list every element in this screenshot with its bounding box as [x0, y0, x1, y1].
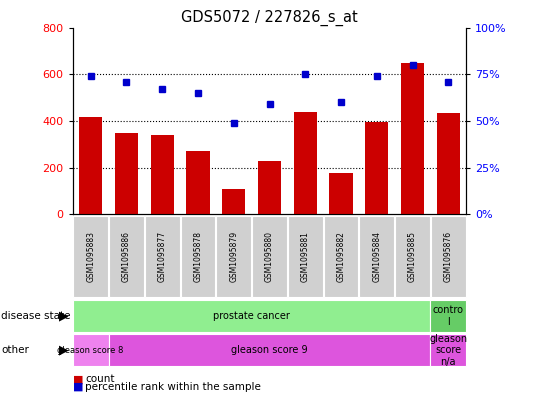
Bar	[79, 118, 102, 214]
Bar	[222, 189, 245, 214]
Bar	[150, 135, 174, 214]
Text: ■: ■	[73, 374, 83, 384]
Bar	[329, 173, 353, 214]
Text: gleason
score
n/a: gleason score n/a	[429, 334, 467, 367]
Text: GSM1095886: GSM1095886	[122, 231, 131, 282]
Bar	[186, 151, 210, 214]
Text: gleason score 9: gleason score 9	[231, 345, 308, 355]
Text: GSM1095882: GSM1095882	[336, 231, 345, 282]
Text: GSM1095881: GSM1095881	[301, 231, 310, 282]
Text: GDS5072 / 227826_s_at: GDS5072 / 227826_s_at	[181, 10, 358, 26]
Text: GSM1095883: GSM1095883	[86, 231, 95, 282]
Text: GSM1095876: GSM1095876	[444, 231, 453, 282]
Text: contro
l: contro l	[433, 305, 464, 327]
Text: GSM1095878: GSM1095878	[194, 231, 203, 282]
Bar	[294, 112, 317, 214]
Text: GSM1095884: GSM1095884	[372, 231, 381, 282]
Text: ▶: ▶	[59, 309, 68, 323]
Text: GSM1095877: GSM1095877	[158, 231, 167, 282]
Text: percentile rank within the sample: percentile rank within the sample	[85, 382, 261, 392]
Bar	[115, 132, 138, 214]
Text: GSM1095885: GSM1095885	[408, 231, 417, 282]
Text: gleason score 8: gleason score 8	[58, 346, 124, 354]
Text: prostate cancer: prostate cancer	[213, 311, 290, 321]
Text: ■: ■	[73, 382, 83, 392]
Text: count: count	[85, 374, 115, 384]
Text: other: other	[1, 345, 29, 355]
Bar	[401, 62, 424, 214]
Text: disease state: disease state	[1, 311, 71, 321]
Bar	[365, 122, 389, 214]
Bar	[437, 113, 460, 214]
Text: GSM1095879: GSM1095879	[229, 231, 238, 282]
Text: GSM1095880: GSM1095880	[265, 231, 274, 282]
Bar	[258, 160, 281, 214]
Text: ▶: ▶	[59, 343, 68, 357]
